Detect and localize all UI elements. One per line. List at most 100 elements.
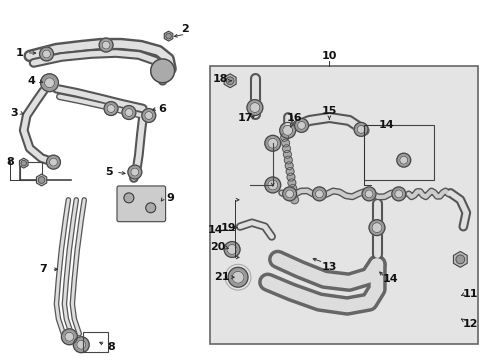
- Circle shape: [128, 165, 142, 179]
- Circle shape: [285, 190, 293, 198]
- Circle shape: [371, 223, 381, 233]
- Circle shape: [282, 145, 290, 153]
- Circle shape: [287, 179, 295, 187]
- Circle shape: [65, 332, 74, 341]
- Circle shape: [232, 271, 244, 283]
- Bar: [364, 125, 433, 180]
- Circle shape: [165, 33, 171, 39]
- Circle shape: [49, 158, 57, 166]
- Polygon shape: [452, 251, 466, 267]
- Circle shape: [281, 139, 289, 147]
- Circle shape: [353, 122, 367, 136]
- Text: 12: 12: [462, 319, 477, 329]
- Polygon shape: [20, 158, 28, 168]
- Circle shape: [267, 180, 277, 190]
- Circle shape: [77, 340, 85, 349]
- Circle shape: [226, 244, 237, 255]
- Polygon shape: [224, 74, 236, 88]
- Text: 16: 16: [286, 113, 302, 123]
- Text: 1: 1: [16, 48, 23, 58]
- Circle shape: [224, 242, 240, 257]
- Circle shape: [361, 187, 375, 201]
- Circle shape: [312, 187, 325, 201]
- Circle shape: [142, 109, 155, 122]
- Circle shape: [394, 190, 402, 198]
- Circle shape: [289, 190, 297, 198]
- Text: 18: 18: [212, 74, 227, 84]
- Circle shape: [42, 50, 50, 58]
- Circle shape: [264, 135, 280, 151]
- FancyBboxPatch shape: [117, 186, 165, 222]
- Text: 10: 10: [321, 51, 336, 61]
- Bar: [210, 66, 477, 344]
- Text: 2: 2: [181, 24, 189, 34]
- Circle shape: [290, 196, 298, 204]
- Circle shape: [282, 125, 292, 135]
- Text: 5: 5: [105, 167, 113, 177]
- Circle shape: [368, 220, 384, 235]
- Circle shape: [285, 167, 293, 175]
- Text: 3: 3: [10, 108, 18, 117]
- Circle shape: [280, 133, 288, 141]
- Circle shape: [286, 173, 294, 181]
- Text: 15: 15: [321, 105, 336, 116]
- Circle shape: [61, 329, 77, 345]
- Text: 14: 14: [382, 274, 398, 284]
- Circle shape: [145, 203, 155, 213]
- Bar: [83, 332, 108, 352]
- Circle shape: [285, 162, 293, 170]
- Circle shape: [150, 59, 174, 83]
- Circle shape: [226, 77, 233, 85]
- Text: 8: 8: [107, 342, 115, 352]
- Circle shape: [264, 177, 280, 193]
- Circle shape: [102, 41, 110, 49]
- Text: 6: 6: [159, 104, 166, 113]
- Circle shape: [122, 105, 136, 120]
- Circle shape: [297, 121, 305, 129]
- Circle shape: [391, 187, 405, 201]
- Circle shape: [107, 105, 115, 113]
- Circle shape: [356, 125, 365, 133]
- Polygon shape: [36, 174, 47, 186]
- Circle shape: [455, 255, 464, 264]
- Circle shape: [399, 156, 407, 164]
- Text: 14: 14: [207, 225, 223, 235]
- Circle shape: [99, 38, 113, 52]
- Text: 17: 17: [237, 113, 252, 123]
- Text: 4: 4: [28, 76, 36, 86]
- Text: 8: 8: [6, 157, 14, 167]
- Circle shape: [21, 161, 26, 166]
- Polygon shape: [164, 31, 173, 41]
- Circle shape: [282, 187, 296, 201]
- Circle shape: [44, 78, 54, 88]
- Bar: [20, 162, 41, 180]
- Circle shape: [40, 47, 53, 61]
- Circle shape: [73, 337, 89, 353]
- Circle shape: [267, 138, 277, 148]
- Text: 7: 7: [40, 264, 47, 274]
- Text: 13: 13: [321, 262, 336, 272]
- Circle shape: [284, 156, 292, 164]
- Text: 11: 11: [462, 289, 477, 299]
- Circle shape: [38, 177, 45, 183]
- Circle shape: [315, 190, 323, 198]
- Circle shape: [288, 185, 296, 193]
- Text: 9: 9: [166, 193, 174, 203]
- Circle shape: [279, 122, 295, 138]
- Text: 19: 19: [220, 222, 235, 233]
- Text: 20: 20: [210, 243, 225, 252]
- Circle shape: [283, 150, 291, 158]
- Circle shape: [294, 118, 308, 132]
- Text: 14: 14: [378, 121, 394, 130]
- Text: 21: 21: [214, 272, 229, 282]
- Circle shape: [41, 74, 59, 92]
- Circle shape: [131, 168, 139, 176]
- Circle shape: [249, 103, 259, 113]
- Circle shape: [124, 109, 133, 117]
- Circle shape: [104, 102, 118, 116]
- Circle shape: [365, 190, 372, 198]
- Circle shape: [396, 153, 410, 167]
- Circle shape: [123, 193, 134, 203]
- Circle shape: [246, 100, 263, 116]
- Circle shape: [228, 267, 247, 287]
